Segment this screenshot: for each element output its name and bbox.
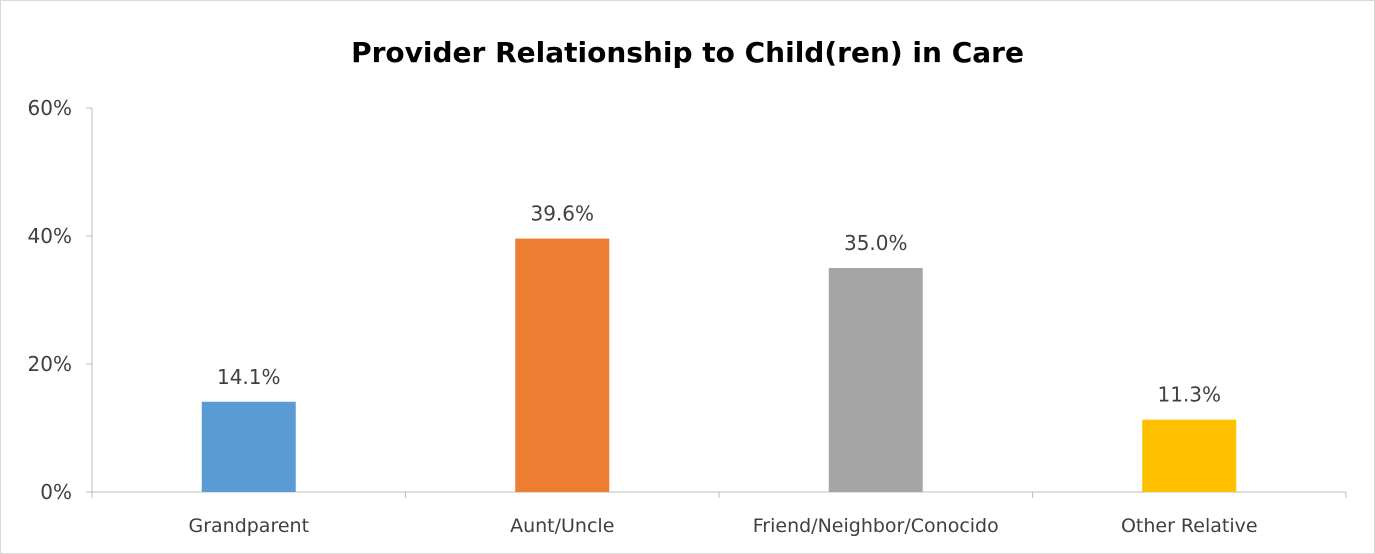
y-tick-label: 60% — [28, 96, 72, 120]
category-label: Friend/Neighbor/Conocido — [753, 515, 999, 537]
axes: 0% 20% 40% 60% — [28, 96, 1347, 504]
data-label: 39.6% — [530, 202, 594, 226]
data-label: 14.1% — [217, 365, 281, 389]
bar — [828, 268, 923, 492]
y-tick-label: 20% — [28, 352, 72, 376]
y-tick-label: 0% — [40, 480, 72, 504]
bar — [1142, 419, 1237, 492]
data-label: 35.0% — [844, 231, 908, 255]
chart-title: Provider Relationship to Child(ren) in C… — [351, 36, 1024, 69]
category-label: Other Relative — [1121, 515, 1258, 537]
data-label: 11.3% — [1157, 383, 1221, 407]
category-label: Grandparent — [188, 515, 309, 537]
bars — [201, 238, 1237, 492]
bar — [515, 238, 610, 492]
category-label: Aunt/Uncle — [510, 515, 614, 537]
labels: 14.1% Grandparent 39.6% Aunt/Uncle 35.0% Frie… — [188, 202, 1257, 537]
bar — [201, 401, 296, 492]
y-tick-label: 40% — [28, 224, 72, 248]
